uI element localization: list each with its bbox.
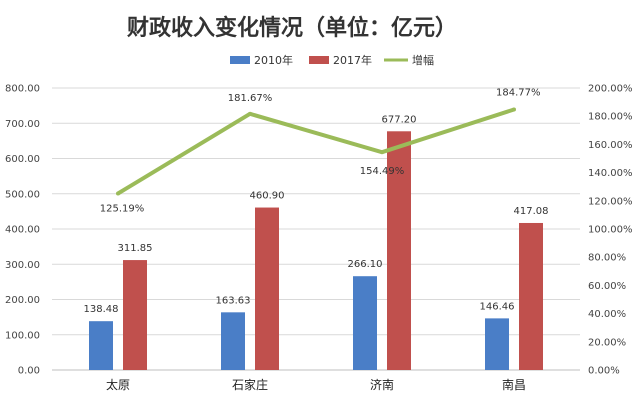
bar <box>485 318 509 370</box>
growth-point <box>116 191 120 196</box>
legend-swatch <box>309 56 329 64</box>
left-tick-label: 100.00 <box>5 330 40 341</box>
legend-label: 增幅 <box>412 53 434 67</box>
bar-data-label: 138.48 <box>84 304 119 315</box>
left-axis: 0.00 100.00 200.00 300.00 400.00 500.00 600.00… <box>5 84 40 377</box>
chart-title: 财政收入变化情况（单位：亿元） <box>127 15 457 41</box>
line-data-label: 154.49% <box>360 166 405 177</box>
right-tick-label: 200.00% <box>588 84 633 95</box>
growth-point <box>380 150 384 155</box>
bar <box>519 222 543 370</box>
left-tick-label: 700.00 <box>5 119 40 130</box>
bar <box>123 260 147 370</box>
left-tick-label: 500.00 <box>5 189 40 200</box>
right-tick-label: 120.00% <box>588 196 633 207</box>
legend-label: 2010年 <box>254 53 293 67</box>
right-tick-label: 160.00% <box>588 140 633 151</box>
bar-data-label: 417.08 <box>514 206 549 217</box>
bar-data-label: 146.46 <box>480 301 515 312</box>
data-labels: 138.48 163.63 266.10 146.46 311.85 460.90 677.… <box>84 87 549 315</box>
right-tick-label: 60.00% <box>588 281 626 292</box>
bar-data-label: 460.90 <box>250 191 285 202</box>
left-tick-label: 800.00 <box>5 84 40 95</box>
line-data-label: 184.77% <box>496 87 541 98</box>
category-label: 石家庄 <box>232 377 268 392</box>
growth-line-path <box>116 107 515 196</box>
right-tick-label: 20.00% <box>588 337 626 348</box>
left-tick-label: 300.00 <box>5 260 40 271</box>
bar <box>255 207 279 370</box>
right-tick-label: 40.00% <box>588 309 626 320</box>
left-tick-label: 600.00 <box>5 154 40 165</box>
growth-point <box>248 111 252 116</box>
growth-point <box>512 107 516 112</box>
legend-label: 2017年 <box>333 53 372 67</box>
line-data-label: 181.67% <box>228 93 273 104</box>
bars <box>89 131 543 370</box>
right-tick-label: 140.00% <box>588 168 633 179</box>
bar-data-label: 311.85 <box>118 243 153 254</box>
right-tick-label: 0.00% <box>588 366 620 377</box>
category-label: 太原 <box>106 377 130 392</box>
category-label: 南昌 <box>502 377 526 392</box>
bar-data-label: 677.20 <box>382 114 417 125</box>
right-tick-label: 80.00% <box>588 253 626 264</box>
line-data-label: 125.19% <box>100 203 145 214</box>
left-tick-label: 200.00 <box>5 295 40 306</box>
left-tick-label: 0.00 <box>18 366 40 377</box>
right-tick-label: 100.00% <box>588 225 633 236</box>
bar <box>353 276 377 370</box>
bar <box>387 131 411 370</box>
right-tick-label: 180.00% <box>588 112 633 123</box>
bar <box>89 321 113 370</box>
left-tick-label: 400.00 <box>5 225 40 236</box>
bar-data-label: 163.63 <box>216 295 251 306</box>
category-label: 济南 <box>370 377 394 392</box>
legend-swatch <box>230 56 250 64</box>
category-axis: 太原 石家庄 济南 南昌 <box>106 377 526 392</box>
right-axis: 0.00% 20.00% 40.00% 60.00% 80.00% 100.00% 120.… <box>588 84 633 377</box>
bar-data-label: 266.10 <box>348 259 383 270</box>
growth-line <box>116 107 516 196</box>
legend: 2010年 2017年 增幅 <box>230 53 434 67</box>
bar <box>221 312 245 370</box>
